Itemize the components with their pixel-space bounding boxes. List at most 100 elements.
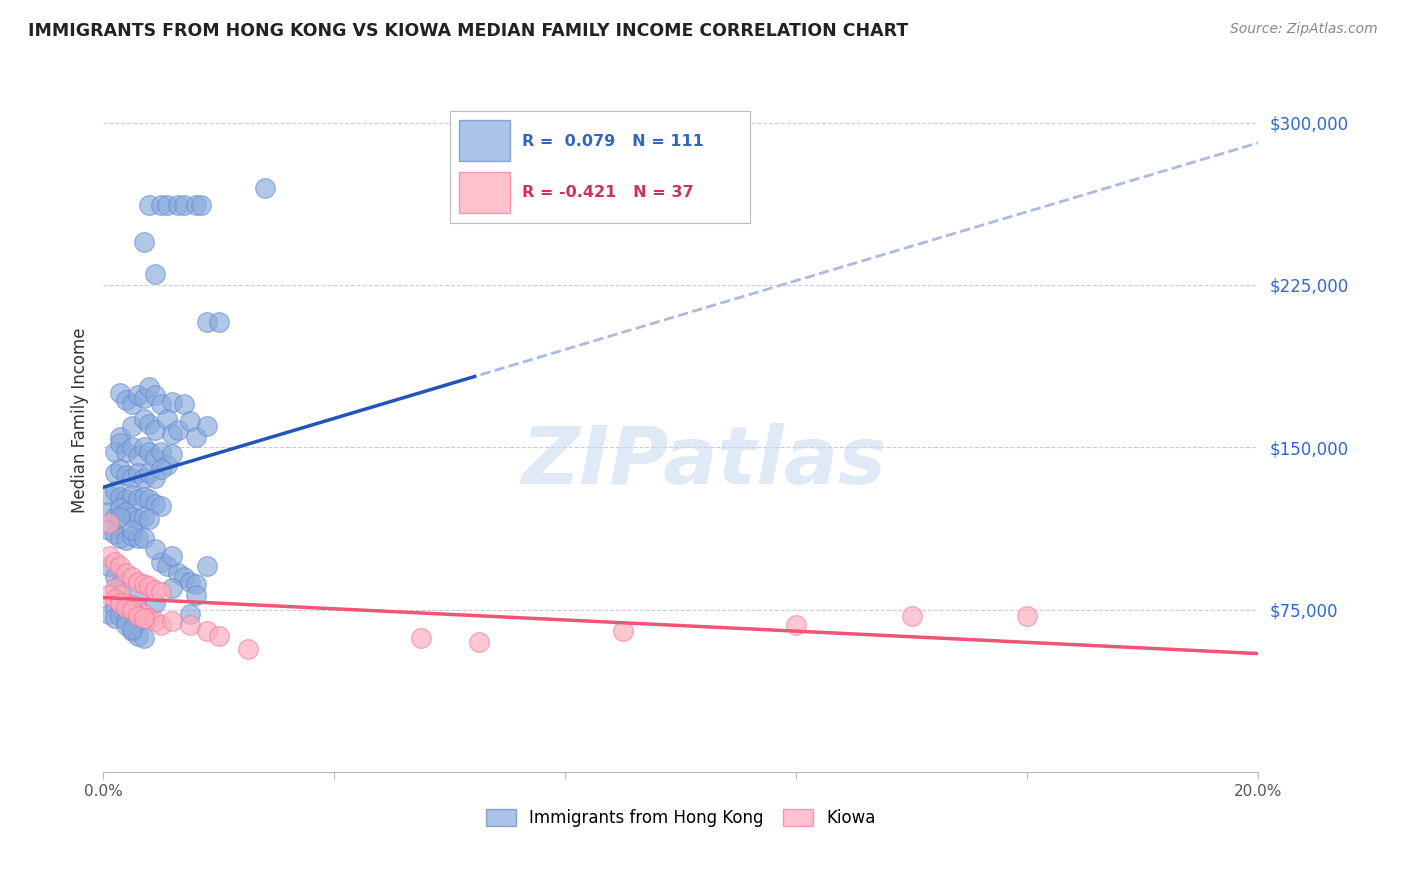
Point (184, 429, 207, 443)
Point (138, 492, 160, 507)
Point (156, 198, 179, 212)
Point (127, 574, 149, 589)
Point (127, 531, 149, 545)
Text: ZIPatlas: ZIPatlas (522, 424, 886, 501)
Point (253, 180, 276, 194)
Point (785, 618, 807, 632)
Point (143, 614, 166, 628)
Point (127, 512, 149, 526)
Point (121, 509, 143, 524)
Point (195, 418, 218, 433)
Point (162, 614, 184, 628)
Point (138, 467, 160, 481)
Point (208, 315, 231, 329)
Point (149, 618, 172, 632)
Point (104, 591, 127, 606)
Point (162, 447, 184, 461)
Point (149, 499, 172, 513)
Text: Source: ZipAtlas.com: Source: ZipAtlas.com (1230, 22, 1378, 37)
Point (149, 555, 172, 569)
Point (179, 574, 201, 589)
Point (121, 624, 143, 639)
Point (143, 542, 166, 557)
Point (132, 235, 155, 249)
Legend: Immigrants from Hong Kong, Kiowa: Immigrants from Hong Kong, Kiowa (479, 803, 883, 834)
Point (467, 635, 489, 649)
Point (127, 609, 149, 624)
Point (127, 388, 149, 402)
Point (132, 412, 155, 426)
Point (110, 386, 132, 401)
Point (173, 570, 195, 584)
Point (167, 566, 190, 580)
Point (143, 267, 166, 281)
Point (612, 624, 634, 639)
Point (167, 198, 190, 212)
Point (143, 583, 166, 598)
Point (127, 449, 149, 463)
Y-axis label: Median Family Income: Median Family Income (72, 327, 89, 513)
Point (149, 444, 172, 458)
Point (121, 488, 143, 502)
Point (110, 462, 132, 476)
Point (121, 470, 143, 484)
Point (104, 555, 127, 569)
Point (110, 429, 132, 443)
Point (143, 451, 166, 466)
Point (149, 397, 172, 411)
Point (110, 609, 132, 624)
Point (184, 198, 207, 212)
Point (97, 488, 120, 502)
Point (156, 458, 179, 472)
Point (138, 512, 160, 526)
Point (115, 468, 138, 483)
Point (121, 418, 143, 433)
Point (104, 509, 127, 524)
Point (121, 397, 143, 411)
Point (97, 505, 120, 519)
Point (162, 581, 184, 595)
Point (115, 392, 138, 407)
Point (149, 198, 172, 212)
Point (115, 566, 138, 580)
Point (409, 631, 432, 645)
Point (184, 576, 207, 591)
Point (97, 523, 120, 537)
Point (162, 549, 184, 563)
Point (190, 198, 212, 212)
Point (156, 412, 179, 426)
Point (121, 523, 143, 537)
Point (179, 607, 201, 621)
Point (127, 492, 149, 507)
Point (132, 470, 155, 484)
Point (110, 588, 132, 602)
Point (195, 559, 218, 574)
Point (184, 588, 207, 602)
Point (127, 588, 149, 602)
Point (121, 622, 143, 636)
Point (179, 618, 201, 632)
Point (110, 500, 132, 515)
Point (110, 576, 132, 591)
Point (208, 629, 231, 643)
Point (110, 509, 132, 524)
Point (104, 483, 127, 498)
Point (1017, 609, 1039, 624)
Point (132, 490, 155, 504)
Point (138, 380, 160, 394)
Point (138, 198, 160, 212)
Point (127, 629, 149, 643)
Point (195, 315, 218, 329)
Point (127, 467, 149, 481)
Point (115, 505, 138, 519)
Point (149, 585, 172, 599)
Point (149, 462, 172, 476)
Point (132, 531, 155, 545)
Point (115, 600, 138, 615)
Point (97, 549, 120, 563)
Point (143, 470, 166, 484)
Point (121, 603, 143, 617)
Point (104, 611, 127, 625)
Point (110, 596, 132, 610)
Point (143, 497, 166, 511)
